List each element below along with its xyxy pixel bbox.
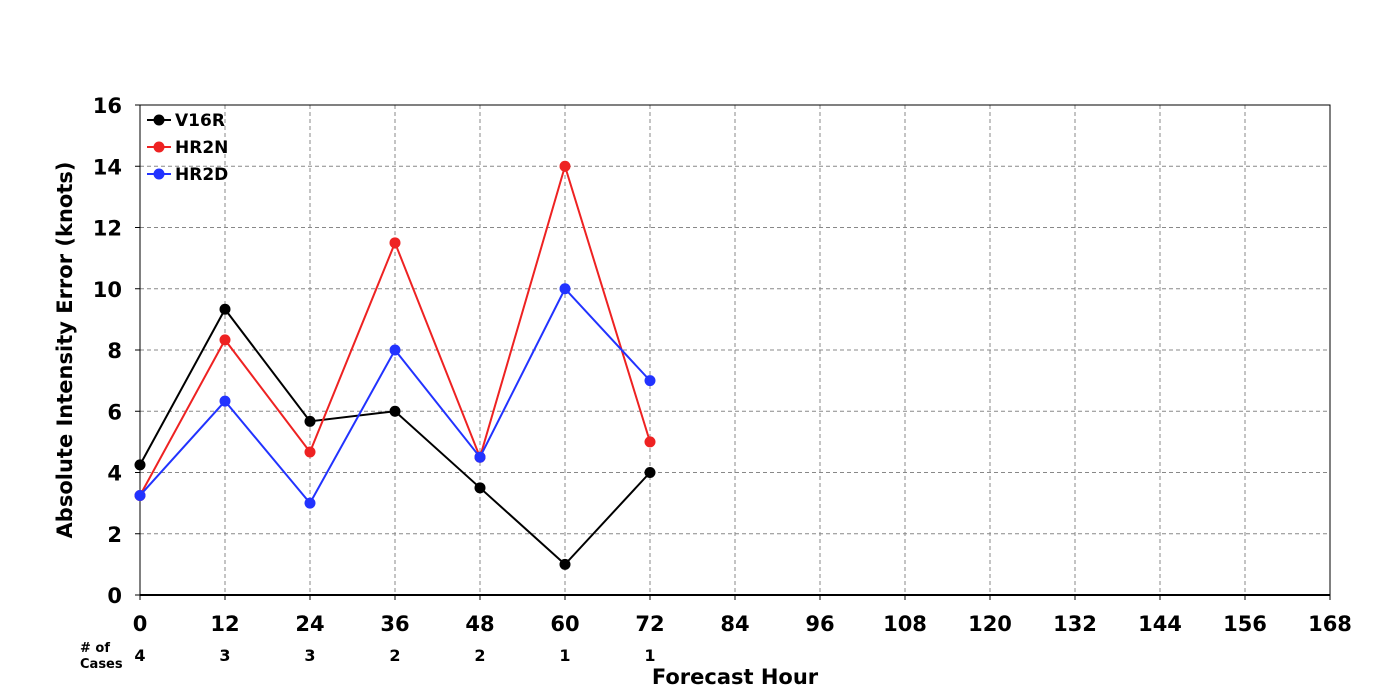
legend-label-hr2n: HR2N — [175, 138, 228, 158]
x-tick-label: 120 — [968, 612, 1012, 636]
x-tick-label: 168 — [1308, 612, 1352, 636]
case-count: 1 — [559, 646, 570, 665]
case-count: 3 — [219, 646, 230, 665]
y-tick-labels: 0 2 4 6 8 10 12 14 16 — [93, 94, 140, 608]
data-point-hr2d — [134, 489, 146, 501]
case-count: 2 — [389, 646, 400, 665]
y-tick-label: 0 — [107, 584, 122, 608]
data-point-hr2d — [304, 497, 316, 509]
x-tick-label: 96 — [805, 612, 834, 636]
y-tick-label: 8 — [107, 339, 122, 363]
y-tick-label: 10 — [93, 278, 122, 302]
x-tick-label: 132 — [1053, 612, 1097, 636]
case-count: 2 — [474, 646, 485, 665]
x-axis-title: Forecast Hour — [652, 665, 819, 689]
x-tick-labels: 0 12 24 36 48 60 72 84 96 108 120 132 144 156 168 — [133, 595, 1352, 636]
legend: V16R HR2N HR2D — [147, 111, 228, 185]
x-tick-label: 72 — [635, 612, 664, 636]
data-point-hr2d — [389, 344, 401, 356]
cases-row: 4 3 3 2 2 1 1 — [134, 646, 655, 665]
y-tick-label: 6 — [107, 400, 122, 424]
series-group — [134, 160, 656, 570]
data-point-hr2n — [389, 237, 401, 249]
y-axis-title: Absolute Intensity Error (knots) — [53, 162, 77, 539]
data-point-v16r — [644, 467, 656, 478]
legend-label-v16r: V16R — [175, 111, 225, 131]
y-tick-label: 4 — [107, 462, 122, 486]
cases-label-line1: # of — [80, 641, 110, 656]
x-tick-label: 36 — [380, 612, 409, 636]
data-point-hr2d — [219, 395, 231, 407]
y-tick-label: 16 — [93, 94, 122, 118]
case-count: 4 — [134, 646, 145, 665]
cases-label-line2: Cases — [80, 657, 123, 672]
data-point-hr2n — [644, 436, 656, 448]
legend-marker-hr2d — [153, 168, 165, 180]
x-tick-label: 24 — [295, 612, 324, 636]
legend-marker-hr2n — [153, 141, 165, 153]
legend-label-hr2d: HR2D — [175, 165, 228, 185]
x-tick-label: 108 — [883, 612, 927, 636]
y-tick-label: 2 — [107, 523, 122, 547]
x-tick-label: 156 — [1223, 612, 1267, 636]
x-tick-label: 12 — [210, 612, 239, 636]
grid-lines — [140, 105, 1330, 595]
case-count: 1 — [644, 646, 655, 665]
y-tick-label: 14 — [93, 155, 122, 179]
data-point-hr2d — [474, 451, 486, 463]
x-tick-label: 84 — [720, 612, 749, 636]
data-point-v16r — [304, 415, 316, 427]
data-point-v16r — [219, 303, 231, 315]
y-tick-label: 12 — [93, 217, 122, 241]
data-point-v16r — [134, 459, 146, 471]
legend-marker-v16r — [153, 114, 165, 126]
data-point-hr2n — [304, 446, 316, 458]
data-point-hr2n — [559, 160, 571, 172]
data-point-hr2n — [219, 334, 231, 346]
x-tick-label: 60 — [550, 612, 579, 636]
data-point-hr2d — [644, 375, 656, 387]
data-point-v16r — [474, 482, 486, 494]
data-point-hr2d — [559, 283, 571, 295]
x-tick-label: 48 — [465, 612, 494, 636]
case-count: 3 — [304, 646, 315, 665]
x-tick-label: 144 — [1138, 612, 1182, 636]
data-point-v16r — [389, 405, 401, 417]
x-tick-label: 0 — [133, 612, 148, 636]
data-point-v16r — [559, 558, 571, 570]
